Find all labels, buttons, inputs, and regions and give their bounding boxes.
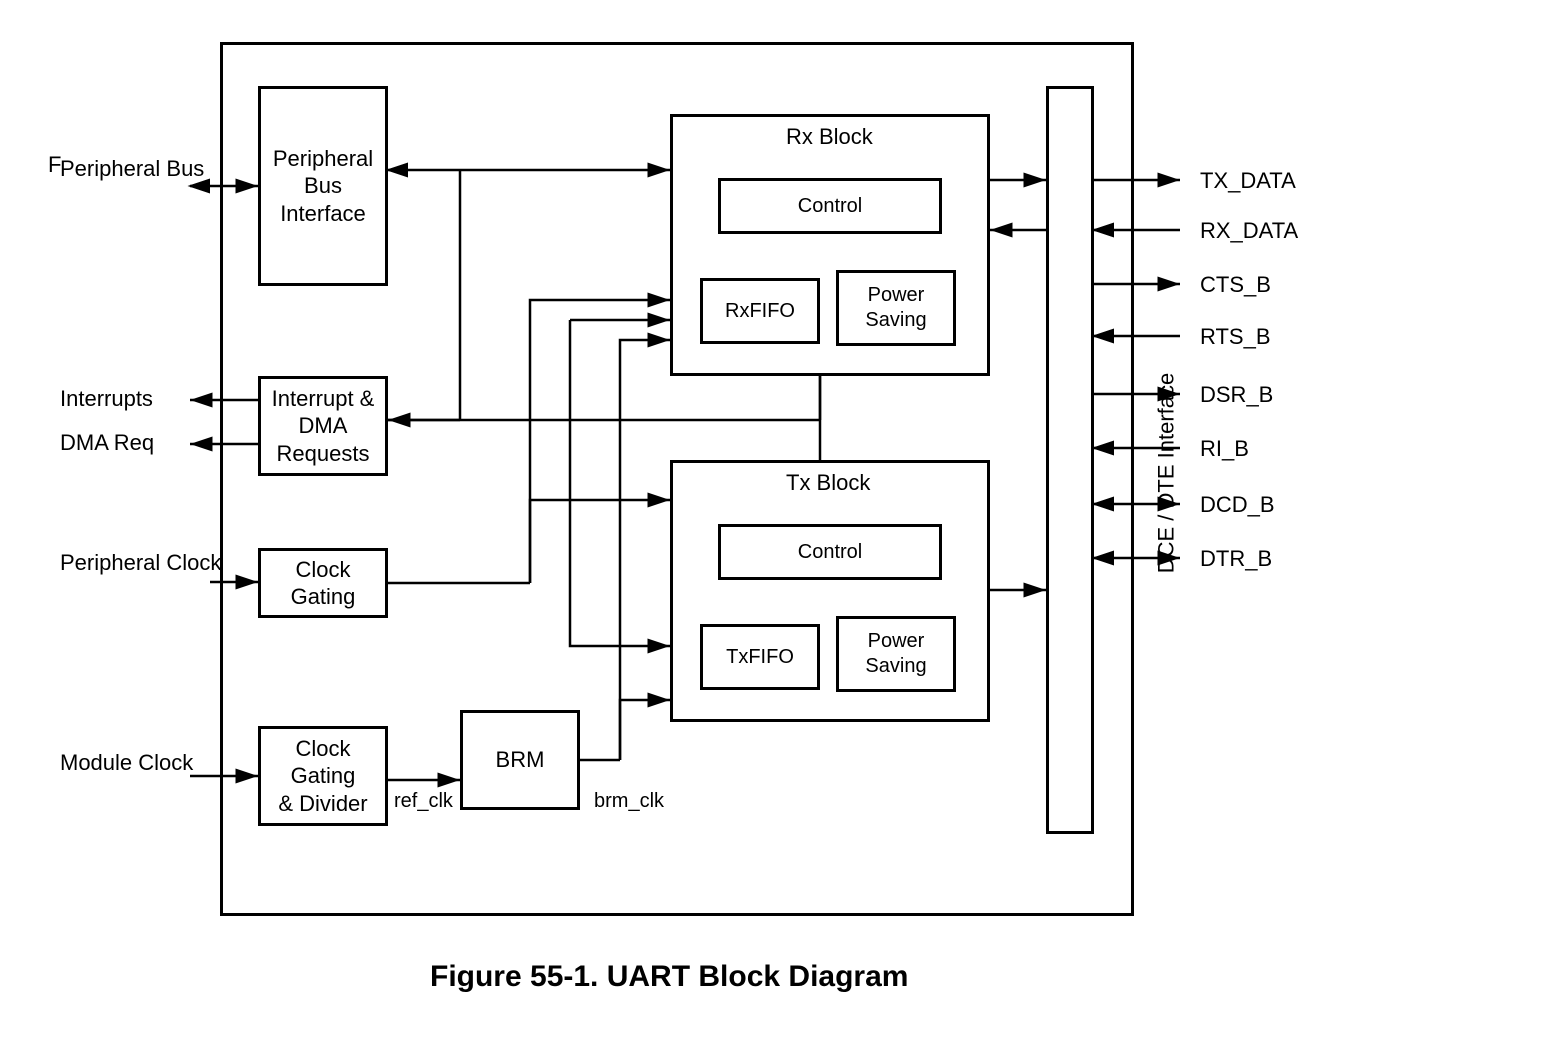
tx-fifo-box: TxFIFO — [700, 624, 820, 690]
dce-dte-interface-block — [1046, 86, 1094, 834]
clock-gating-divider-block: Clock Gating& Divider — [258, 726, 388, 826]
ref-clk-label: ref_clk — [394, 790, 453, 813]
rts-b-label: RTS_B — [1200, 324, 1271, 350]
tx-power-saving-box: PowerSaving — [836, 616, 956, 692]
peripheral-clock-label: Peripheral Clock — [60, 550, 221, 576]
tx-control-box: Control — [718, 524, 942, 580]
peripheral-bus-label: Peripheral Bus — [60, 156, 204, 182]
rx-power-saving-box: PowerSaving — [836, 270, 956, 346]
brm-clk-label: brm_clk — [594, 790, 664, 813]
interrupts-label: Interrupts — [60, 386, 153, 412]
rx-block-title: Rx Block — [786, 124, 873, 150]
brm-block: BRM — [460, 710, 580, 810]
dtr-b-label: DTR_B — [1200, 546, 1272, 572]
tx-block-title: Tx Block — [786, 470, 870, 496]
ri-b-label: RI_B — [1200, 436, 1249, 462]
dce-dte-label: DCE / DTE Interface — [1153, 373, 1179, 574]
figure-caption: Figure 55-1. UART Block Diagram — [430, 960, 908, 994]
peripheral-bus-interface-block: PeripheralBusInterface — [258, 86, 388, 286]
tx-data-label: TX_DATA — [1200, 168, 1296, 194]
clock-gating-block: Clock Gating — [258, 548, 388, 618]
cts-b-label: CTS_B — [1200, 272, 1271, 298]
interrupt-dma-block: Interrupt &DMA Requests — [258, 376, 388, 476]
rx-data-label: RX_DATA — [1200, 218, 1298, 244]
dsr-b-label: DSR_B — [1200, 382, 1273, 408]
rx-fifo-box: RxFIFO — [700, 278, 820, 344]
rx-control-box: Control — [718, 178, 942, 234]
dma-req-label: DMA Req — [60, 430, 154, 456]
module-clock-label: Module Clock — [60, 750, 193, 776]
stray-f-label: F — [48, 152, 61, 178]
diagram-stage: PeripheralBusInterface Interrupt &DMA Req… — [0, 0, 1546, 1064]
dcd-b-label: DCD_B — [1200, 492, 1275, 518]
